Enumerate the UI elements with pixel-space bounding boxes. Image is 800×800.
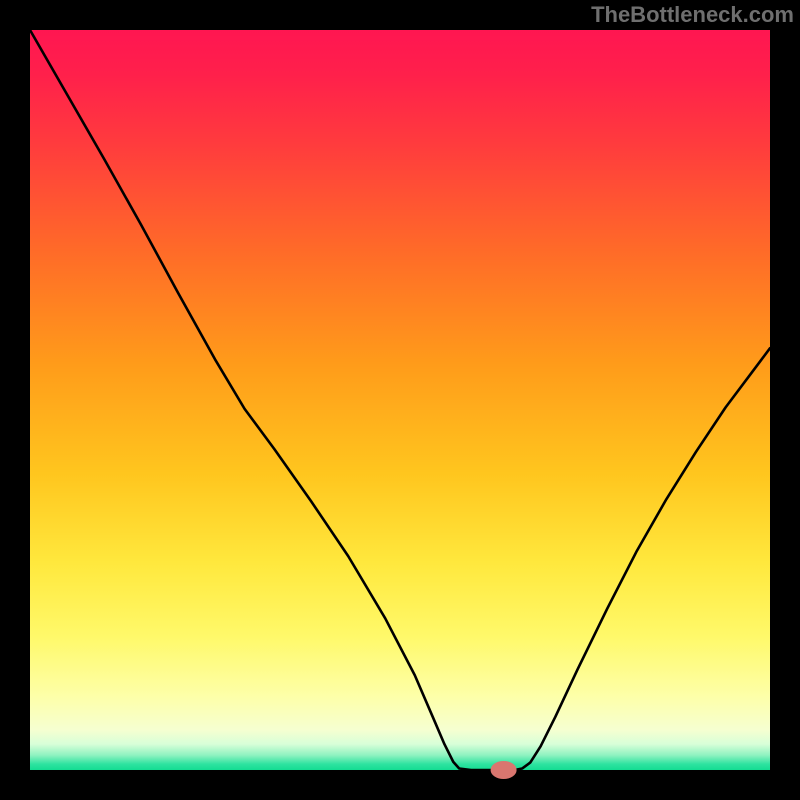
bottleneck-chart: TheBottleneck.com (0, 0, 800, 800)
optimal-point-marker (491, 761, 517, 779)
watermark-text: TheBottleneck.com (591, 2, 794, 28)
chart-svg (0, 0, 800, 800)
